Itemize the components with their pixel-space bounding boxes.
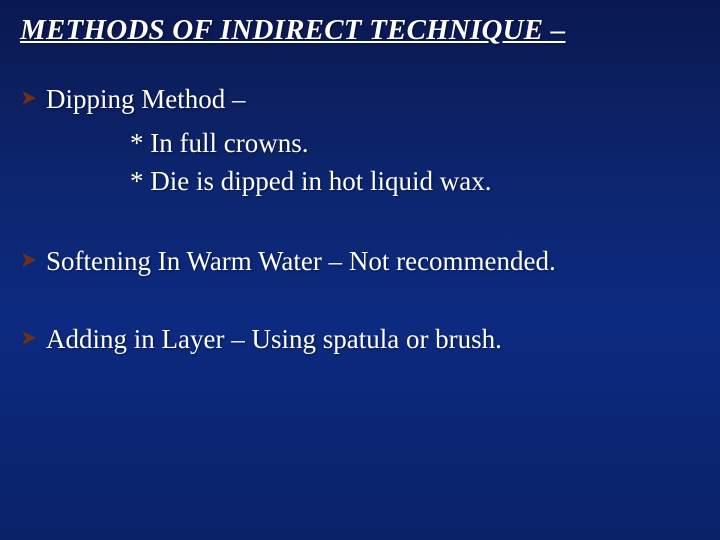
bullet-row: Softening In Warm Water – Not recommende… <box>20 243 700 279</box>
bullet-label: Dipping Method – <box>46 81 246 117</box>
bullet-sub: * In full crowns. <box>130 125 700 163</box>
bullet-item-2: Softening In Warm Water – Not recommende… <box>20 243 700 279</box>
bullet-item-1: Dipping Method – * In full crowns. * Die… <box>20 81 700 201</box>
bullet-label: Adding in Layer – Using spatula or brush… <box>46 321 502 357</box>
bullet-item-3: Adding in Layer – Using spatula or brush… <box>20 321 700 357</box>
bullet-row: Adding in Layer – Using spatula or brush… <box>20 321 700 357</box>
slide-title: METHODS OF INDIRECT TECHNIQUE – <box>20 14 700 47</box>
bullet-row: Dipping Method – <box>20 81 700 117</box>
bullet-label: Softening In Warm Water – Not recommende… <box>46 243 556 279</box>
arrow-bullet-icon <box>20 329 38 347</box>
arrow-bullet-icon <box>20 251 38 269</box>
arrow-bullet-icon <box>20 89 38 107</box>
bullet-sub: * Die is dipped in hot liquid wax. <box>130 163 700 201</box>
slide: METHODS OF INDIRECT TECHNIQUE – Dipping … <box>0 0 720 540</box>
